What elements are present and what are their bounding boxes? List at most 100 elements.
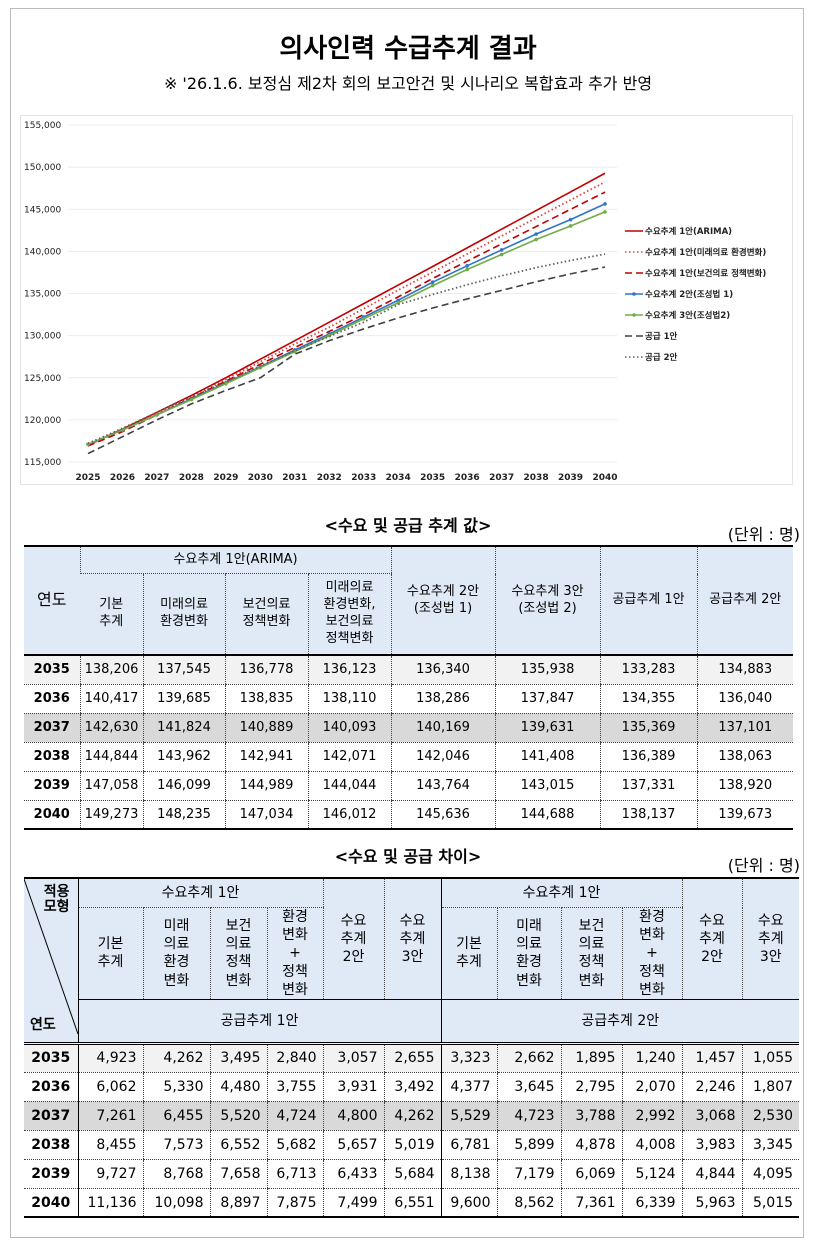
table1-unit: (단위 : 명) <box>727 525 800 544</box>
table-row: 2040 11,136 10,098 8,897 7,875 7,499 6,551 9,60… <box>24 1188 800 1218</box>
value-cell: 3,068 <box>681 1101 743 1131</box>
value-cell: 134,883 <box>696 655 794 685</box>
y-tick-label: 150,000 <box>24 163 61 173</box>
diagonal-line <box>24 879 78 1034</box>
value-cell: 142,941 <box>224 742 308 772</box>
value-cell: 3,495 <box>209 1043 267 1073</box>
value-cell: 2,246 <box>681 1072 743 1102</box>
legend-label: 공급 2안 <box>645 352 678 363</box>
value-cell: 136,778 <box>224 655 308 685</box>
arima-group-header: 수요추계 1안(ARIMA) <box>79 546 392 574</box>
demand1-group-header: 수요추계 1안 <box>77 878 324 908</box>
legend-label: 수요추계 2안(조성법 1) <box>645 289 733 300</box>
value-cell: 6,455 <box>142 1101 210 1131</box>
x-tick-label: 2031 <box>282 473 307 483</box>
corner-top-label: 적용 모형 <box>43 884 70 916</box>
x-tick-label: 2040 <box>592 473 617 483</box>
value-cell: 5,330 <box>142 1072 210 1102</box>
header-row: 기본 추계 미래의료 환경변화 보건의료 정책변화 미래의료 환경변화, 보건의료 정… <box>24 573 793 656</box>
value-cell: 3,323 <box>440 1043 498 1073</box>
table-row: 2038 144,844 143,962 142,941 142,071 142,046 1… <box>24 742 794 772</box>
legend-label: 공급 1안 <box>645 331 678 342</box>
column-header: 보건 의료 정책 변화 <box>560 907 623 1000</box>
supply-header: 공급추계 2안 <box>440 998 800 1045</box>
data-point <box>603 210 607 214</box>
table-row: 2039 147,058 146,099 144,989 144,044 143,764 1… <box>24 771 794 801</box>
data-point <box>534 232 538 236</box>
series-line <box>87 172 606 446</box>
value-cell: 135,938 <box>494 655 601 685</box>
value-cell: 147,058 <box>79 771 143 801</box>
value-cell: 11,136 <box>77 1188 143 1218</box>
value-cell: 4,844 <box>681 1159 743 1189</box>
value-cell: 3,788 <box>560 1101 623 1131</box>
value-cell: 142,071 <box>307 742 392 772</box>
data-point <box>155 413 159 417</box>
value-cell: 5,520 <box>209 1101 267 1131</box>
value-cell: 146,099 <box>142 771 225 801</box>
x-tick-label: 2033 <box>351 473 376 483</box>
column-header: 미래 의료 환경 변화 <box>496 907 562 1000</box>
value-cell: 7,261 <box>77 1101 143 1131</box>
value-cell: 4,262 <box>142 1043 210 1073</box>
x-tick-label: 2027 <box>144 473 169 483</box>
y-tick-label: 155,000 <box>24 121 61 131</box>
x-tick-label: 2037 <box>489 473 514 483</box>
value-cell: 4,377 <box>440 1072 498 1102</box>
table-row: 2037 142,630 141,824 140,889 140,093 140,169 1… <box>24 713 794 743</box>
x-tick-label: 2025 <box>75 473 100 483</box>
x-tick-label: 2026 <box>110 473 135 483</box>
value-cell: 144,688 <box>494 800 601 830</box>
value-cell: 142,046 <box>390 742 496 772</box>
value-cell: 140,417 <box>79 684 143 714</box>
column-header: 수요 추계 3안 <box>383 878 442 1000</box>
value-cell: 5,684 <box>383 1159 442 1189</box>
value-cell: 3,492 <box>383 1072 442 1102</box>
value-cell: 136,389 <box>599 742 698 772</box>
value-cell: 9,727 <box>77 1159 143 1189</box>
value-cell: 4,480 <box>209 1072 267 1102</box>
x-tick-label: 2029 <box>213 473 238 483</box>
value-cell: 2,070 <box>621 1072 683 1102</box>
column-header: 수요추계 2안 (조성법 1) <box>390 546 496 656</box>
data-point <box>465 264 469 268</box>
value-cell: 5,015 <box>741 1188 800 1218</box>
data-point <box>430 280 435 285</box>
value-cell: 148,235 <box>142 800 225 830</box>
legend-label: 수요추계 1안(ARIMA) <box>645 226 732 237</box>
value-cell: 8,562 <box>496 1188 562 1218</box>
value-cell: 134,355 <box>599 684 698 714</box>
column-header: 보건 의료 정책 변화 <box>209 907 267 1000</box>
value-cell: 10,098 <box>142 1188 210 1218</box>
value-cell: 4,923 <box>77 1043 143 1073</box>
value-cell: 3,645 <box>496 1072 562 1102</box>
value-cell: 144,844 <box>79 742 143 772</box>
table2-unit: (단위 : 명) <box>727 856 800 875</box>
value-cell: 142,630 <box>79 713 143 743</box>
value-cell: 1,895 <box>560 1043 623 1073</box>
line-chart: 115,000 120,000 125,000 130,000 135,000 140,0… <box>20 115 793 485</box>
value-cell: 7,179 <box>496 1159 562 1189</box>
value-cell: 2,655 <box>383 1043 442 1073</box>
data-point <box>361 316 366 321</box>
chart-svg: 115,000 120,000 125,000 130,000 135,000 140,0… <box>24 121 766 483</box>
table-row: 2039 9,727 8,768 7,658 6,713 6,433 5,684 8,138 7… <box>24 1159 800 1189</box>
value-cell: 5,899 <box>496 1130 562 1160</box>
year-cell: 2037 <box>24 1101 79 1131</box>
column-header: 수요 추계 3안 <box>741 878 800 1000</box>
value-cell: 139,631 <box>494 713 601 743</box>
column-header: 수요 추계 2안 <box>681 878 743 1000</box>
value-cell: 137,847 <box>494 684 601 714</box>
value-cell: 143,015 <box>494 771 601 801</box>
value-cell: 3,931 <box>322 1072 385 1102</box>
column-header: 기본 추계 <box>80 573 143 656</box>
table2-title: <수요 및 공급 차이> <box>334 847 482 866</box>
table-row: 2036 140,417 139,685 138,835 138,110 138,286 1… <box>24 684 794 714</box>
x-tick-label: 2028 <box>179 473 204 483</box>
value-cell: 3,983 <box>681 1130 743 1160</box>
value-cell: 1,240 <box>621 1043 683 1073</box>
x-tick-label: 2035 <box>420 473 445 483</box>
value-cell: 8,768 <box>142 1159 210 1189</box>
corner-bottom-label: 연도 <box>30 1016 56 1033</box>
